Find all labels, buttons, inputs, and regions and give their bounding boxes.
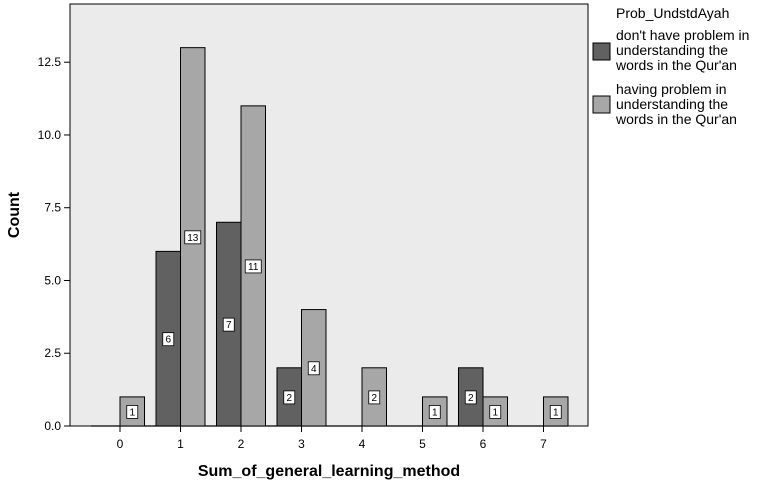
x-tick-label: 2 bbox=[238, 437, 245, 451]
x-tick-label: 6 bbox=[480, 437, 487, 451]
plot-area bbox=[69, 3, 589, 427]
data-label-box bbox=[244, 259, 262, 274]
data-label-box bbox=[549, 405, 562, 419]
data-label-box bbox=[489, 405, 502, 419]
x-tick-label: 1 bbox=[177, 437, 184, 451]
data-label: 13 bbox=[187, 233, 199, 244]
data-label-box bbox=[184, 230, 202, 245]
x-axis-title: Sum_of_general_learning_method bbox=[198, 463, 460, 480]
legend-swatch bbox=[592, 42, 611, 61]
data-label: 2 bbox=[468, 393, 474, 404]
data-label-box bbox=[428, 405, 441, 419]
legend-swatch bbox=[592, 95, 611, 114]
legend-label: having problem in bbox=[616, 81, 727, 97]
y-axis: 0.0 2.5 5.0 7.5 10.0 12.5 bbox=[38, 55, 70, 433]
x-tick-label: 0 bbox=[117, 437, 124, 451]
legend-label: words in the Qur'an bbox=[615, 57, 737, 73]
y-tick-label: 5.0 bbox=[44, 273, 61, 287]
data-label: 1 bbox=[432, 407, 438, 418]
data-label: 4 bbox=[311, 364, 317, 375]
x-tick-label: 5 bbox=[419, 437, 426, 451]
legend-label: understanding the bbox=[616, 42, 728, 58]
y-tick-label: 7.5 bbox=[44, 201, 61, 215]
x-axis: 0 1 2 3 4 5 6 7 bbox=[117, 426, 547, 451]
data-label: 2 bbox=[286, 393, 292, 404]
data-label: 1 bbox=[553, 407, 559, 418]
data-label-box bbox=[368, 390, 381, 405]
data-label: 2 bbox=[371, 393, 377, 404]
legend-title: Prob_UndstdAyah bbox=[616, 5, 729, 21]
legend-label: words in the Qur'an bbox=[615, 111, 737, 127]
data-label-box bbox=[222, 317, 235, 332]
data-label-box bbox=[162, 332, 175, 347]
legend-label: don't have problem in bbox=[616, 27, 749, 43]
legend: Prob_UndstdAyah don't have problem inund… bbox=[592, 5, 749, 127]
data-label-box bbox=[307, 361, 320, 376]
data-label: 7 bbox=[226, 320, 232, 331]
x-tick-label: 3 bbox=[298, 437, 305, 451]
y-tick-label: 12.5 bbox=[38, 55, 62, 69]
data-label: 1 bbox=[492, 407, 498, 418]
y-axis-title: Count bbox=[6, 191, 23, 238]
x-tick-label: 4 bbox=[359, 437, 366, 451]
legend-label: understanding the bbox=[616, 96, 728, 112]
x-tick-label: 7 bbox=[540, 437, 547, 451]
data-label: 1 bbox=[129, 407, 135, 418]
data-label-box bbox=[283, 390, 296, 405]
y-tick-label: 0.0 bbox=[44, 419, 61, 433]
y-tick-label: 2.5 bbox=[44, 346, 61, 360]
y-tick-label: 10.0 bbox=[38, 128, 62, 142]
data-label-box bbox=[126, 405, 139, 419]
data-label: 6 bbox=[165, 335, 171, 346]
data-label-box bbox=[464, 390, 477, 405]
data-label: 11 bbox=[248, 262, 259, 273]
